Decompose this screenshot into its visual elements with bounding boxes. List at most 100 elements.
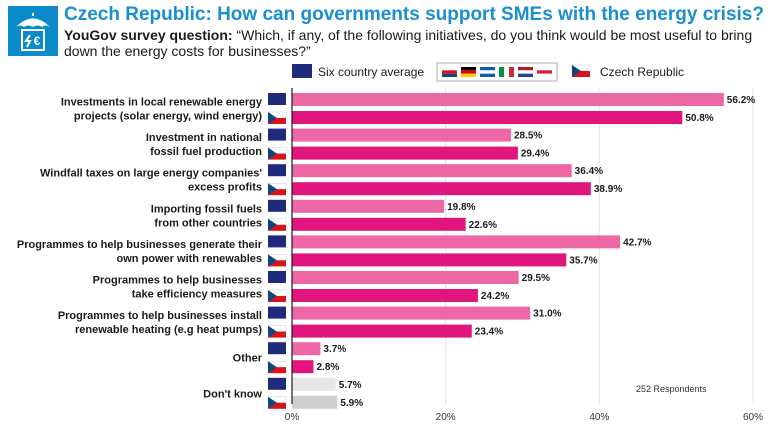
survey-question-lead: YouGov survey question: [64, 27, 233, 43]
czech-flag-icon [268, 218, 277, 231]
czech-flag-red-band [268, 331, 286, 338]
legend-label-czech-republic: Czech Republic [600, 65, 684, 79]
czech-flag-icon [268, 147, 277, 160]
umbrella-euro-icon: € [16, 13, 50, 51]
czech-flag-icon [268, 325, 277, 338]
poland-flag-icon [537, 67, 552, 71]
x-tick-label: 40% [589, 412, 609, 423]
x-tick-label: 20% [436, 412, 456, 423]
bar-six-country-average [292, 199, 445, 213]
italy-flag-icon [499, 67, 504, 77]
data-label: 24.2% [481, 291, 509, 302]
category-label: renewable heating (e.g heat pumps) [75, 324, 262, 336]
greece-flag-icon [480, 73, 495, 77]
category-label: take efficiency measures [132, 289, 262, 301]
data-label: 5.7% [339, 380, 362, 391]
bar-six-country-average [292, 306, 531, 320]
czech-flag-icon [268, 290, 277, 302]
legend-flag-group [436, 62, 558, 82]
bar-czech-republic [292, 395, 338, 409]
data-label: 23.4% [475, 327, 503, 338]
czech-flag-icon [572, 65, 581, 77]
category-label: Don't know [203, 388, 262, 400]
category-label: fossil fuel production [150, 146, 262, 158]
bar-six-country-average [292, 271, 519, 284]
czech-flag-red-band [268, 153, 286, 160]
bar-czech-republic [292, 217, 466, 231]
czech-flag-red-band [268, 224, 286, 231]
eu-flag-icon [268, 93, 286, 105]
svg-text:€: € [34, 34, 41, 48]
bar-czech-republic [292, 324, 472, 338]
category-label: Programmes to help businesses [93, 275, 262, 287]
czech-flag-icon [268, 254, 277, 267]
bar-czech-republic [292, 111, 683, 124]
category-label: Other [233, 353, 263, 365]
category-label: Windfall taxes on large energy companies… [40, 168, 262, 180]
eu-flag-icon [268, 306, 286, 319]
eu-flag-icon [268, 199, 286, 212]
category-label: projects (solar energy, wind energy) [74, 111, 262, 123]
netherlands-flag-icon [518, 67, 533, 71]
data-label: 19.8% [447, 202, 475, 213]
eu-flag-icon [268, 235, 286, 248]
legend-swatch-six-country-average [292, 64, 312, 78]
category-label: Investment in national [146, 132, 262, 144]
czech-flag-icon [268, 112, 277, 124]
bar-czech-republic [292, 146, 518, 160]
data-label: 28.5% [514, 131, 542, 142]
bar-czech-republic [292, 360, 314, 374]
czech-flag-icon [442, 73, 457, 77]
data-label: 2.8% [317, 362, 340, 373]
netherlands-flag-icon [518, 70, 533, 74]
germany-flag-icon [461, 70, 476, 74]
page-title: Czech Republic: How can governments supp… [64, 4, 764, 25]
poland-flag-icon [537, 73, 552, 77]
bar-czech-republic [292, 253, 567, 267]
greece-flag-icon [480, 70, 495, 74]
data-label: 38.9% [594, 184, 622, 195]
czech-flag-icon [268, 361, 277, 374]
data-label: 56.2% [727, 95, 755, 106]
germany-flag-icon [461, 73, 476, 77]
data-label: 5.9% [340, 398, 363, 409]
eu-flag-icon [268, 377, 286, 390]
czech-flag-red-band [268, 189, 286, 196]
data-label: 50.8% [685, 113, 713, 124]
category-label: Programmes to help businesses install [58, 310, 262, 322]
bar-six-country-average [292, 93, 724, 106]
category-label: Programmes to help businesses generate t… [17, 239, 263, 251]
legend-label-six-country-average: Six country average [318, 65, 424, 79]
bar-six-country-average [292, 128, 511, 142]
netherlands-flag-icon [518, 73, 533, 77]
x-tick-label: 60% [743, 412, 763, 423]
czech-flag-icon [442, 70, 457, 74]
category-label: from other countries [154, 217, 262, 229]
category-label: own power with renewables [117, 253, 262, 265]
data-label: 29.5% [522, 273, 550, 284]
survey-question-text: “Which, if any, of the following initiat… [64, 27, 753, 59]
bar-czech-republic [292, 289, 478, 302]
italy-flag-icon [509, 67, 514, 77]
data-label: 42.7% [623, 237, 651, 248]
czech-flag-red-band [268, 367, 286, 374]
data-label: 22.6% [469, 220, 497, 231]
bar-six-country-average [292, 235, 621, 249]
bar-six-country-average [292, 342, 321, 356]
eu-flag-icon [268, 164, 286, 177]
czech-flag-red-band [268, 118, 286, 124]
data-label: 3.7% [323, 344, 346, 355]
eu-flag-icon [268, 271, 286, 283]
category-label: Investments in local renewable energy [61, 97, 263, 109]
data-label: 31.0% [533, 309, 561, 320]
czech-flag-icon [268, 396, 277, 409]
data-label: 35.7% [569, 255, 597, 266]
bar-czech-republic [292, 182, 591, 196]
x-tick-label: 0% [285, 412, 300, 423]
poland-flag-icon [537, 70, 552, 74]
czech-flag-icon [268, 183, 277, 196]
survey-question: YouGov survey question: “Which, if any, … [64, 27, 754, 59]
czech-flag-red-band [268, 260, 286, 267]
respondents-note: 252 Respondents [636, 384, 707, 394]
